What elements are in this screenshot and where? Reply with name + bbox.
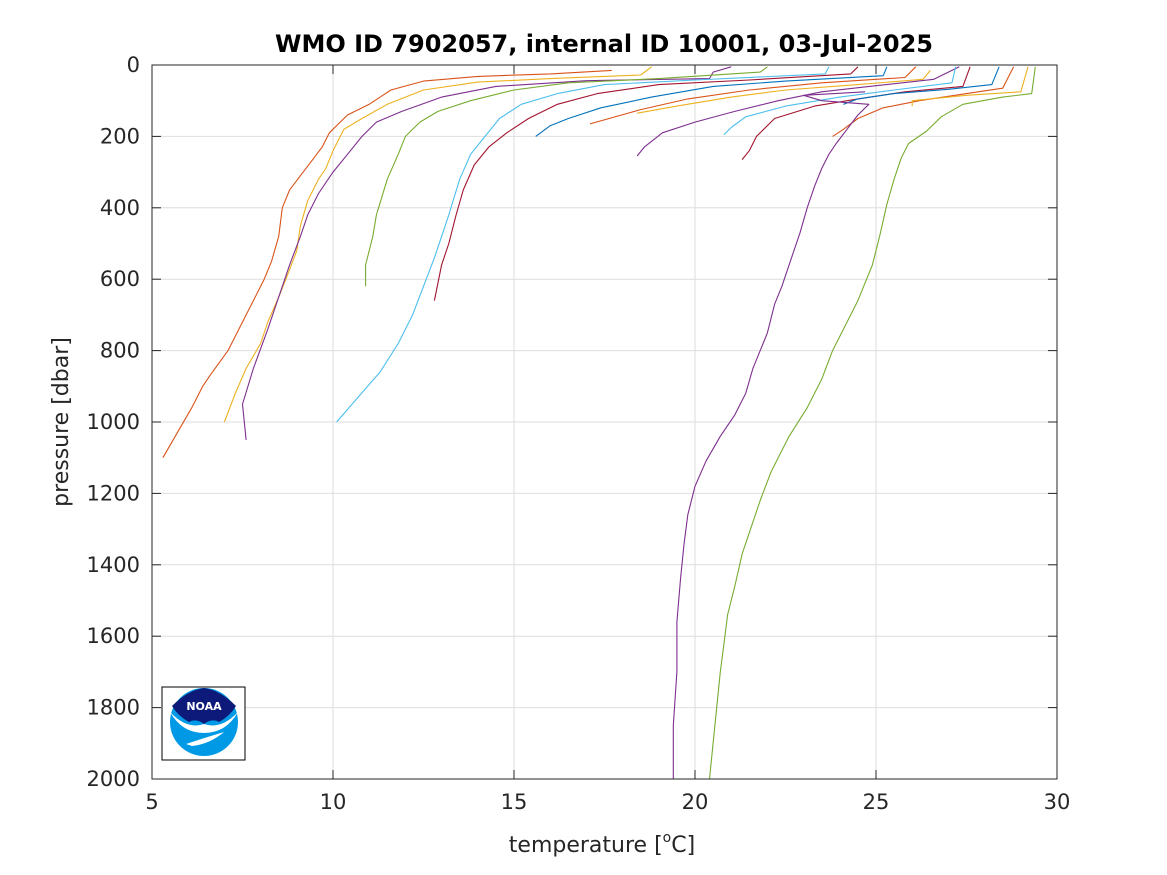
svg-text:NOAA: NOAA xyxy=(186,700,222,713)
x-tick-label: 20 xyxy=(682,790,709,814)
profile-line-4 xyxy=(365,66,768,287)
profile-line-3 xyxy=(241,66,732,440)
x-tick-label: 25 xyxy=(863,790,890,814)
x-tick-label: 15 xyxy=(501,790,528,814)
x-tick-label: 5 xyxy=(145,790,158,814)
y-tick-label: 2000 xyxy=(87,767,140,791)
profile-line-12 xyxy=(741,66,971,160)
y-tick-label: 1200 xyxy=(87,481,140,505)
x-axis-label: temperature [oC] xyxy=(509,830,695,858)
axis-ticks: 5 10 15 20 25 30 0 200 400 600 800 1000 1200 1400 1600… xyxy=(87,53,1071,814)
profile-line-1 xyxy=(162,69,612,458)
noaa-logo: NOAA xyxy=(161,686,246,761)
profile-line-11 xyxy=(723,66,957,135)
noaa-logo-seagull-icon xyxy=(172,688,236,724)
profile-line-9 xyxy=(637,70,931,114)
y-tick-label: 600 xyxy=(100,267,140,291)
y-tick-label: 0 xyxy=(127,53,140,77)
profile-line-8 xyxy=(589,66,917,125)
profile-line-7 xyxy=(535,66,888,137)
grid-lines xyxy=(151,64,1058,780)
y-axis-label: pressure [dbar] xyxy=(49,337,74,507)
y-tick-label: 200 xyxy=(100,124,140,148)
profile-line-16 xyxy=(708,66,1036,780)
y-tick-label: 1000 xyxy=(87,410,140,434)
y-tick-label: 400 xyxy=(100,196,140,220)
profile-line-5 xyxy=(336,66,830,423)
x-tick-label: 30 xyxy=(1044,790,1071,814)
profile-line-2 xyxy=(223,66,652,423)
profile-lines xyxy=(162,66,1036,780)
profile-line-17 xyxy=(672,91,870,779)
profile-line-13 xyxy=(843,66,1000,105)
y-tick-label: 800 xyxy=(100,339,140,363)
x-tick-label: 10 xyxy=(320,790,347,814)
profile-line-6 xyxy=(433,66,859,301)
y-tick-label: 1400 xyxy=(87,553,140,577)
profile-line-10 xyxy=(636,66,960,157)
profile-line-15 xyxy=(911,66,1029,107)
y-tick-label: 1600 xyxy=(87,624,140,648)
profile-line-14 xyxy=(832,66,1015,137)
y-tick-label: 1800 xyxy=(87,696,140,720)
chart-title: WMO ID 7902057, internal ID 10001, 03-Ju… xyxy=(275,30,933,58)
